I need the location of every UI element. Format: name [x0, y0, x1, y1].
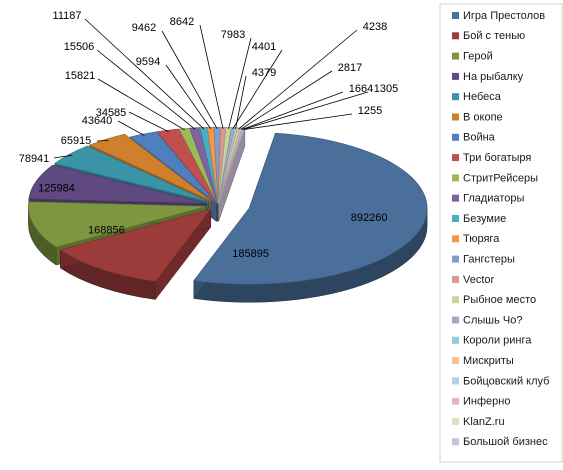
legend-item-9: СтритРейсеры [463, 172, 538, 184]
legend-swatch-12 [452, 235, 459, 243]
legend-item-5: Небеса [463, 91, 502, 103]
legend-swatch-16 [452, 316, 459, 324]
data-label-8: 34585 [96, 107, 127, 119]
legend-swatch-22 [452, 438, 459, 446]
legend-swatch-21 [452, 418, 459, 425]
legend-swatch-18 [452, 357, 459, 365]
data-label-2: 185895 [232, 248, 269, 260]
leader-line-21 [243, 91, 369, 130]
leader-line-14 [199, 24, 224, 129]
data-label-3: 168856 [88, 224, 125, 236]
legend-item-14: Vector [463, 274, 495, 286]
data-label-1: 892260 [351, 212, 388, 224]
leader-line-8 [128, 111, 169, 133]
leader-line-6 [96, 139, 109, 142]
leader-line-19 [240, 70, 333, 130]
data-label-20: 1664 [349, 83, 373, 95]
slice-2 [59, 208, 212, 282]
legend-item-8: Три богатыря [463, 152, 531, 164]
legend-swatch-6 [452, 113, 459, 121]
legend-item-7: Война [463, 132, 496, 144]
leader-line-10 [96, 49, 196, 130]
legend-item-6: В окопе [463, 111, 503, 123]
legend-swatch-4 [452, 72, 459, 80]
slice-6 [88, 133, 212, 201]
legend-swatch-15 [452, 296, 459, 304]
legend-item-16: Слышь Чо? [463, 314, 522, 326]
legend-swatch-8 [452, 154, 459, 162]
data-label-6: 65915 [61, 135, 92, 147]
leader-line-13 [161, 30, 218, 129]
legend-swatch-20 [452, 397, 459, 405]
data-label-7: 43640 [82, 115, 113, 127]
data-label-22: 1255 [358, 105, 382, 117]
legend-item-20: Инферно [463, 396, 510, 408]
leader-line-11 [84, 18, 205, 130]
legend-swatch-10 [452, 194, 459, 202]
legend-item-13: Гангстеры [463, 254, 515, 266]
legend-item-15: Рыбное место [463, 294, 536, 306]
legend-item-1: Игра Престолов [463, 10, 545, 22]
data-label-18: 4238 [363, 21, 387, 33]
legend-swatch-3 [452, 52, 459, 60]
data-label-14: 8642 [170, 16, 194, 28]
legend-item-19: Бойцовский клуб [463, 375, 549, 387]
slice-5 [54, 145, 209, 202]
legend-swatch-9 [452, 174, 459, 182]
leader-line-20 [242, 91, 344, 130]
legend-item-10: Гладиаторы [463, 193, 524, 205]
legend-swatch-14 [452, 275, 459, 283]
legend-item-12: Тюряга [463, 233, 500, 245]
legend-swatch-13 [452, 255, 459, 263]
leader-line-22 [243, 113, 353, 130]
data-label-17: 4379 [252, 67, 276, 79]
legend-item-11: Безумие [463, 213, 506, 225]
data-label-11: 11187 [53, 10, 82, 22]
leader-line-5 [53, 154, 73, 159]
data-label-12: 9594 [136, 56, 160, 68]
leader-line-16 [232, 49, 283, 130]
legend-swatch-17 [452, 336, 459, 344]
legend-frame [439, 3, 563, 463]
data-label-16: 4401 [252, 41, 276, 53]
slice-1 [193, 132, 428, 285]
data-label-9: 15821 [65, 70, 96, 82]
legend-item-2: Бой с тенью [463, 30, 525, 42]
leader-line-9 [97, 78, 186, 131]
data-label-21: 1305 [374, 83, 398, 95]
legend-item-3: Герой [463, 51, 493, 63]
legend-swatch-19 [452, 377, 459, 385]
legend-item-22: Большой бизнес [463, 436, 548, 448]
slice-3 [28, 201, 207, 248]
slice-4 [28, 164, 207, 204]
legend-item-17: Короли ринга [463, 335, 532, 347]
data-label-13: 9462 [132, 22, 156, 34]
data-label-19: 2817 [338, 62, 362, 74]
legend-swatch-11 [452, 215, 459, 222]
leader-line-12 [165, 64, 212, 130]
legend-swatch-2 [452, 32, 459, 40]
legend-swatch-5 [452, 93, 459, 101]
slice-7 [129, 131, 217, 204]
legend-item-18: Мискриты [463, 355, 514, 367]
legend-item-4: На рыбалку [463, 71, 524, 83]
leader-line-15 [228, 37, 252, 129]
data-label-5: 78941 [19, 153, 50, 165]
leader-line-17 [235, 75, 247, 130]
leader-line-7 [117, 120, 145, 136]
data-label-4: 125984 [38, 182, 75, 194]
leader-line-18 [238, 29, 358, 130]
data-label-10: 15506 [64, 41, 95, 53]
legend-swatch-1 [452, 12, 459, 19]
legend-swatch-7 [452, 133, 459, 141]
slice-8 [156, 128, 218, 204]
data-label-15: 7983 [221, 29, 245, 41]
legend-item-21: KlanZ.ru [463, 416, 505, 428]
